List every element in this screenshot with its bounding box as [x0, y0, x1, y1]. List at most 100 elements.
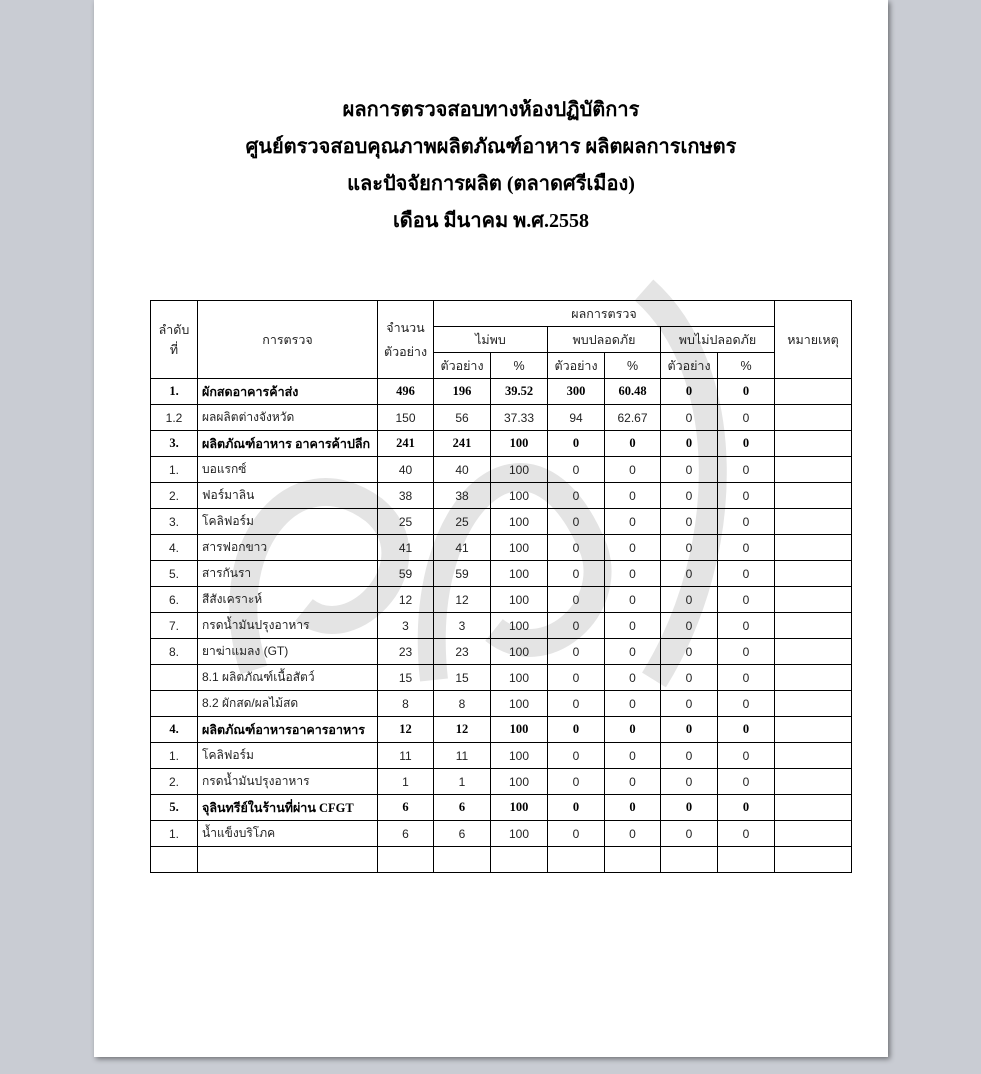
total-cell: 23 — [377, 638, 434, 665]
unsafe-count-cell: 0 — [660, 534, 718, 561]
remark-cell — [774, 508, 852, 535]
unsafe-pct-cell: 0 — [717, 456, 775, 483]
unsafe-count-cell: 0 — [660, 638, 718, 665]
unsafe-pct-cell: 0 — [717, 586, 775, 613]
remark-cell — [774, 820, 852, 847]
total-cell: 496 — [377, 378, 434, 405]
header-pct: % — [490, 352, 548, 379]
unsafe-pct-cell: 0 — [717, 612, 775, 639]
unsafe-pct-cell: 0 — [717, 768, 775, 795]
item-cell: โคลิฟอร์ม — [197, 742, 378, 769]
table-row: 1. โคลิฟอร์ม 11 11 100 0 0 0 0 — [150, 742, 852, 769]
safe-count-cell: 0 — [547, 612, 605, 639]
remark-cell — [774, 768, 852, 795]
header-item: การตรวจ — [197, 300, 378, 379]
not-found-count-cell: 6 — [433, 794, 491, 821]
item-cell: ผลผลิตต่างจังหวัด — [197, 404, 378, 431]
safe-pct-cell — [604, 846, 661, 873]
unsafe-pct-cell: 0 — [717, 534, 775, 561]
no-cell: 5. — [150, 794, 198, 821]
unsafe-count-cell: 0 — [660, 378, 718, 405]
unsafe-count-cell: 0 — [660, 690, 718, 717]
item-cell: ยาฆ่าแมลง (GT) — [197, 638, 378, 665]
item-cell: สีสังเคราะห์ — [197, 586, 378, 613]
item-cell: โคลิฟอร์ม — [197, 508, 378, 535]
safe-count-cell: 0 — [547, 482, 605, 509]
total-cell: 12 — [377, 586, 434, 613]
not-found-count-cell: 41 — [433, 534, 491, 561]
remark-cell — [774, 690, 852, 717]
no-cell: 4. — [150, 716, 198, 743]
not-found-pct-cell: 100 — [490, 508, 548, 535]
total-cell: 41 — [377, 534, 434, 561]
not-found-pct-cell — [490, 846, 548, 873]
title-line-2: ศูนย์ตรวจสอบคุณภาพผลิตภัณฑ์อาหาร ผลิตผลก… — [245, 136, 737, 158]
remark-cell — [774, 846, 852, 873]
not-found-count-cell: 40 — [433, 456, 491, 483]
item-cell: ฟอร์มาลิน — [197, 482, 378, 509]
safe-count-cell: 0 — [547, 638, 605, 665]
remark-cell — [774, 560, 852, 587]
not-found-count-cell: 38 — [433, 482, 491, 509]
unsafe-count-cell: 0 — [660, 794, 718, 821]
unsafe-pct-cell: 0 — [717, 820, 775, 847]
no-cell: 3. — [150, 508, 198, 535]
not-found-count-cell: 8 — [433, 690, 491, 717]
total-cell: 25 — [377, 508, 434, 535]
header-sample: ตัวอย่าง — [660, 352, 718, 379]
safe-pct-cell: 0 — [604, 716, 661, 743]
not-found-pct-cell: 100 — [490, 768, 548, 795]
item-cell: 8.2 ผักสด/ผลไม้สด — [197, 690, 378, 717]
not-found-count-cell: 56 — [433, 404, 491, 431]
unsafe-pct-cell: 0 — [717, 664, 775, 691]
no-cell: 2. — [150, 768, 198, 795]
safe-count-cell: 0 — [547, 716, 605, 743]
header-sample: ตัวอย่าง — [433, 352, 491, 379]
header-safe: พบปลอดภัย — [547, 326, 661, 353]
no-cell: 4. — [150, 534, 198, 561]
unsafe-count-cell: 0 — [660, 742, 718, 769]
remark-cell — [774, 456, 852, 483]
unsafe-count-cell: 0 — [660, 820, 718, 847]
not-found-pct-cell: 100 — [490, 742, 548, 769]
table-row: 1. บอแรกซ์ 40 40 100 0 0 0 0 — [150, 456, 852, 483]
remark-cell — [774, 794, 852, 821]
title-line-1: ผลการตรวจสอบทางห้องปฏิบัติการ — [342, 99, 640, 121]
no-cell — [150, 664, 198, 691]
not-found-count-cell: 1 — [433, 768, 491, 795]
not-found-pct-cell: 100 — [490, 456, 548, 483]
not-found-count-cell: 11 — [433, 742, 491, 769]
unsafe-pct-cell: 0 — [717, 508, 775, 535]
remark-cell — [774, 482, 852, 509]
header-no: ลำดับ ที่ — [150, 300, 198, 379]
total-cell: 12 — [377, 716, 434, 743]
unsafe-pct-cell: 0 — [717, 794, 775, 821]
total-cell: 59 — [377, 560, 434, 587]
safe-count-cell: 0 — [547, 560, 605, 587]
item-cell: กรดน้ำมันปรุงอาหาร — [197, 612, 378, 639]
safe-pct-cell: 62.67 — [604, 404, 661, 431]
table-row: 8.2 ผักสด/ผลไม้สด 8 8 100 0 0 0 0 — [150, 690, 852, 717]
title-line-3: และปัจจัยการผลิต (ตลาดศรีเมือง) — [347, 173, 635, 195]
table-row: 7. กรดน้ำมันปรุงอาหาร 3 3 100 0 0 0 0 — [150, 612, 852, 639]
unsafe-count-cell: 0 — [660, 404, 718, 431]
item-cell: ผักสดอาคารค้าส่ง — [197, 378, 378, 405]
safe-pct-cell: 0 — [604, 638, 661, 665]
no-cell — [150, 690, 198, 717]
header-pct: % — [604, 352, 661, 379]
safe-count-cell: 0 — [547, 508, 605, 535]
safe-pct-cell: 60.48 — [604, 378, 661, 405]
total-cell: 40 — [377, 456, 434, 483]
table-row — [150, 846, 852, 873]
safe-count-cell: 300 — [547, 378, 605, 405]
not-found-pct-cell: 37.33 — [490, 404, 548, 431]
remark-cell — [774, 534, 852, 561]
remark-cell — [774, 638, 852, 665]
table-row: 1. ผักสดอาคารค้าส่ง 496 196 39.52 300 60.48 0 0 — [150, 378, 852, 405]
total-cell: 15 — [377, 664, 434, 691]
item-cell: น้ำแข็งบริโภค — [197, 820, 378, 847]
remark-cell — [774, 716, 852, 743]
unsafe-count-cell: 0 — [660, 482, 718, 509]
unsafe-pct-cell: 0 — [717, 742, 775, 769]
results-table: ลำดับ ที่ การตรวจ จำนวน ตัวอย่าง ผลการตร… — [150, 300, 852, 873]
